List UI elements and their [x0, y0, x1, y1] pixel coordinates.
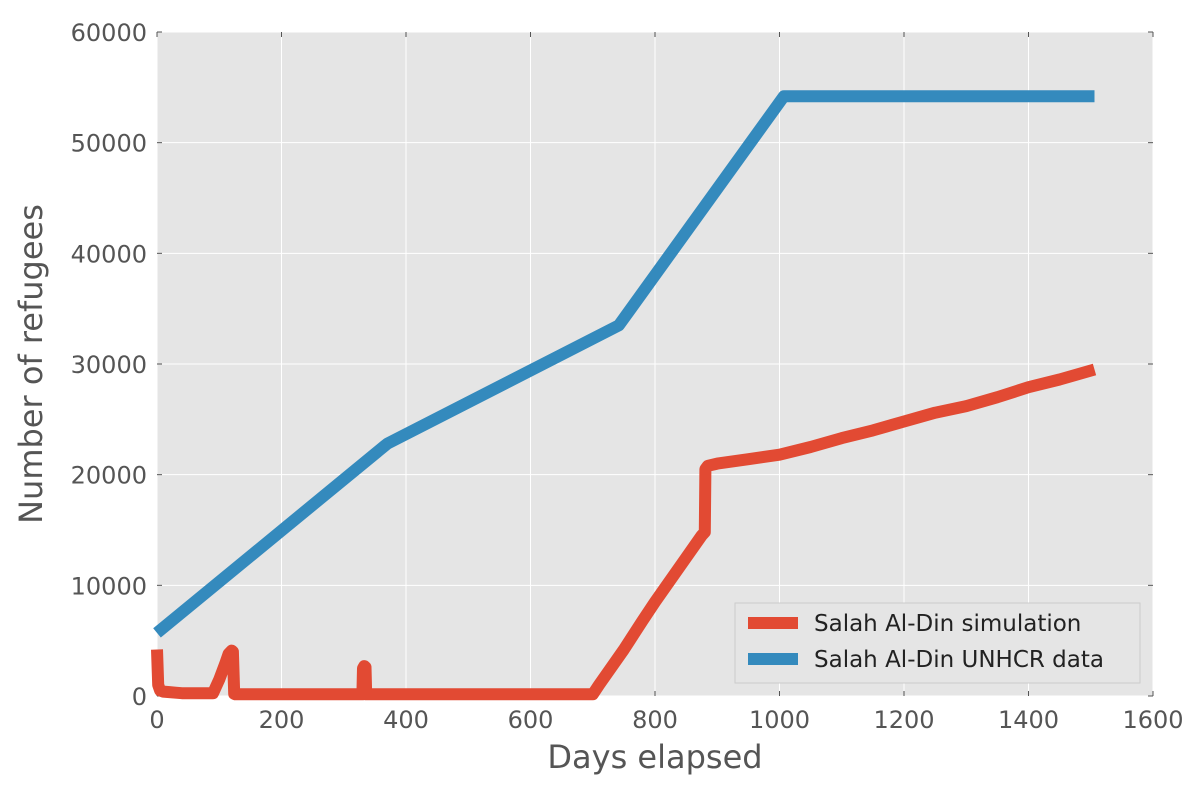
legend-box [734, 602, 1141, 684]
x-tick-label: 1000 [749, 706, 810, 734]
legend-label-unhcr: Salah Al-Din UNHCR data [814, 647, 1104, 673]
x-tick-label: 1400 [998, 706, 1059, 734]
x-tick-label: 200 [259, 706, 305, 734]
y-tick-label: 40000 [71, 240, 147, 268]
y-axis-label: Number of refugees [12, 204, 50, 524]
legend-label-simulation: Salah Al-Din simulation [814, 611, 1081, 637]
x-tick-label: 1600 [1122, 706, 1183, 734]
x-axis-label: Days elapsed [547, 738, 762, 776]
x-tick-label: 600 [508, 706, 554, 734]
series-line-unhcr [153, 90, 1095, 638]
y-tick-label: 30000 [71, 351, 147, 379]
y-tick-label: 60000 [71, 19, 147, 47]
x-tick-label: 800 [632, 706, 678, 734]
x-tick-label: 1200 [873, 706, 934, 734]
y-tick-label: 10000 [71, 572, 147, 600]
legend: Salah Al-Din simulation Salah Al-Din UNH… [734, 602, 1141, 684]
y-tick-label: 50000 [71, 130, 147, 158]
x-tick-label: 400 [383, 706, 429, 734]
x-tick-labels: 0 200 400 600 800 1000 1200 1400 1600 [149, 706, 1183, 734]
x-tick-label: 0 [149, 706, 164, 734]
y-tick-label: 20000 [71, 462, 147, 490]
series-lines [151, 90, 1097, 701]
y-tick-label: 0 [132, 683, 147, 711]
series-line-simulation [151, 363, 1097, 701]
y-tick-labels: 0 10000 20000 30000 40000 50000 60000 [71, 19, 147, 711]
